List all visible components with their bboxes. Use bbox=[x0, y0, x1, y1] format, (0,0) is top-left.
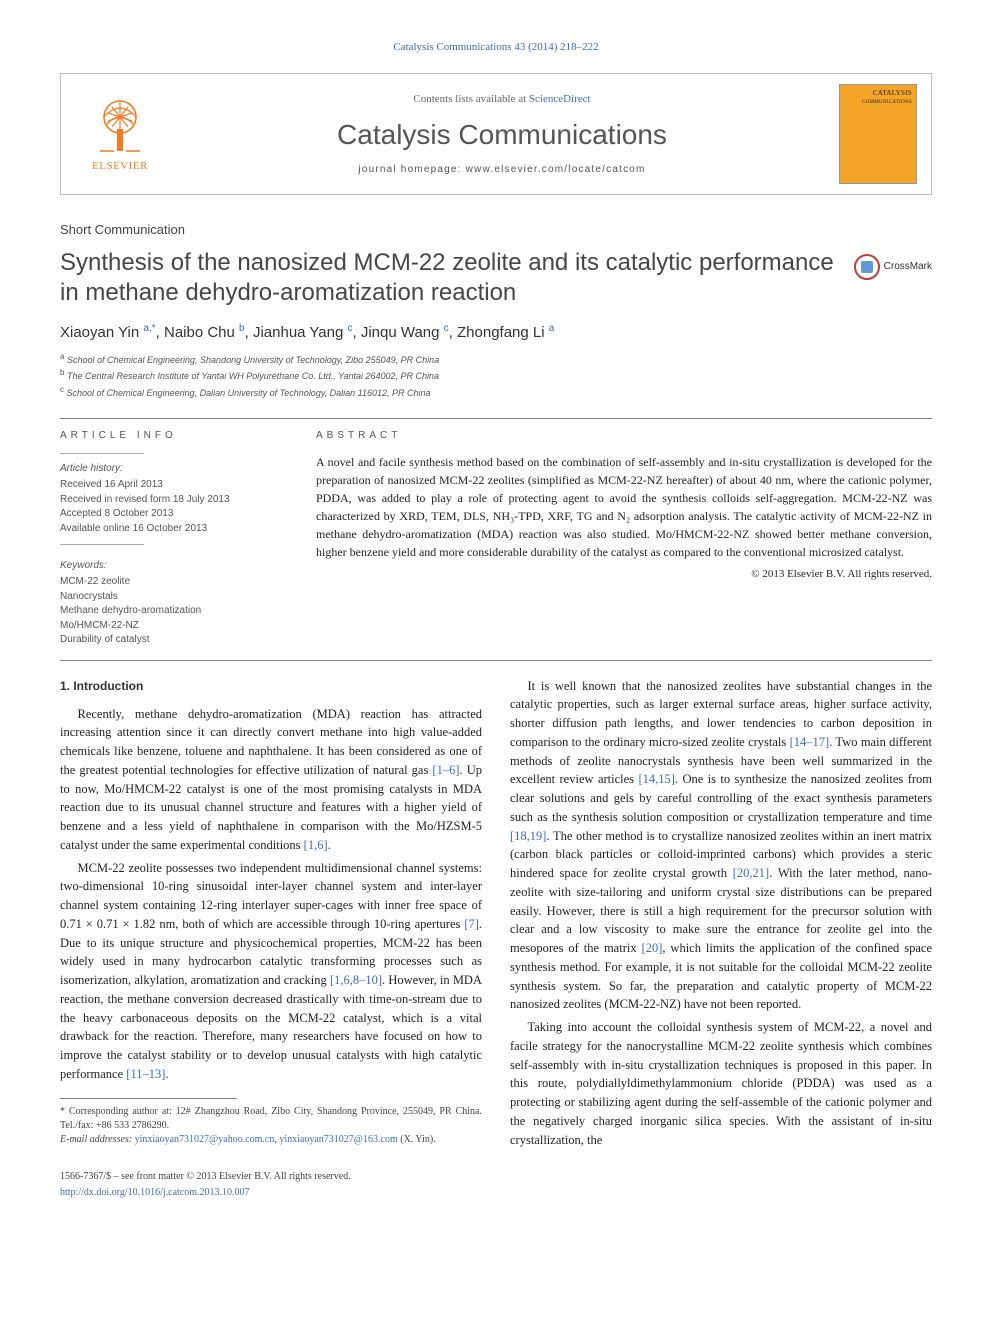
ref-18-19[interactable]: [18,19] bbox=[510, 829, 546, 843]
article-info-block: article info Article history: Received 1… bbox=[60, 429, 280, 648]
keyword-4: Durability of catalyst bbox=[60, 633, 280, 648]
author-4-aff: c bbox=[444, 323, 449, 334]
contents-prefix: Contents lists available at bbox=[413, 93, 528, 105]
article-info-rule bbox=[60, 453, 144, 454]
author-5: Zhongfang Li bbox=[457, 324, 545, 341]
email-label: E-mail addresses: bbox=[60, 1134, 135, 1145]
sciencedirect-link[interactable]: ScienceDirect bbox=[529, 93, 591, 105]
affiliation-a: a School of Chemical Engineering, Shando… bbox=[60, 351, 932, 368]
citation-link[interactable]: Catalysis Communications 43 (2014) 218–2… bbox=[393, 41, 598, 53]
keyword-3: Mo/HMCM-22-NZ bbox=[60, 619, 280, 634]
affiliations: a School of Chemical Engineering, Shando… bbox=[60, 351, 932, 401]
keywords-head: Keywords: bbox=[60, 559, 280, 573]
abstract-copyright: © 2013 Elsevier B.V. All rights reserved… bbox=[316, 567, 932, 582]
keyword-0: MCM-22 zeolite bbox=[60, 575, 280, 590]
crossmark-badge[interactable]: CrossMark bbox=[854, 254, 932, 280]
abstract-heading: abstract bbox=[316, 429, 932, 443]
crossmark-label: CrossMark bbox=[884, 260, 932, 274]
history-revised: Received in revised form 18 July 2013 bbox=[60, 493, 280, 508]
author-5-aff: a bbox=[549, 323, 555, 334]
journal-cover-thumb: CATALYSIS COMMUNICATIONS bbox=[839, 84, 917, 184]
email-2[interactable]: yinxiaoyan731027@163.com bbox=[279, 1134, 397, 1145]
affiliation-c: c School of Chemical Engineering, Dalian… bbox=[60, 384, 932, 401]
ref-14-15[interactable]: [14,15] bbox=[638, 772, 674, 786]
author-2-aff: b bbox=[239, 323, 245, 334]
footnote-rule bbox=[60, 1098, 237, 1099]
body-p3: It is well known that the nanosized zeol… bbox=[510, 677, 932, 1015]
history-online: Available online 16 October 2013 bbox=[60, 522, 280, 537]
rule-bottom bbox=[60, 660, 932, 661]
footnotes-block: * Corresponding author at: 12# Zhangzhou… bbox=[60, 1098, 482, 1147]
authors-line: Xiaoyan Yin a,*, Naibo Chu b, Jianhua Ya… bbox=[60, 322, 932, 343]
publisher-name: ELSEVIER bbox=[92, 159, 148, 174]
email-1[interactable]: yinxiaoyan731027@yahoo.com.cn bbox=[135, 1134, 275, 1145]
contents-available-line: Contents lists available at ScienceDirec… bbox=[165, 92, 839, 107]
doi-link[interactable]: http://dx.doi.org/10.1016/j.catcom.2013.… bbox=[60, 1187, 250, 1198]
ref-20[interactable]: [20] bbox=[642, 941, 663, 955]
affiliation-b: b The Central Research Institute of Yant… bbox=[60, 367, 932, 384]
ref-7[interactable]: [7] bbox=[464, 917, 479, 931]
ref-1-6[interactable]: [1–6] bbox=[432, 763, 459, 777]
ref-1-6-8-10[interactable]: [1,6,8–10] bbox=[330, 973, 382, 987]
journal-homepage: journal homepage: www.elsevier.com/locat… bbox=[165, 163, 839, 177]
corresponding-author-note: * Corresponding author at: 12# Zhangzhou… bbox=[60, 1105, 482, 1133]
ref-14-17[interactable]: [14–17] bbox=[790, 735, 830, 749]
body-columns: 1. Introduction Recently, methane dehydr… bbox=[60, 677, 932, 1150]
keyword-1: Nanocrystals bbox=[60, 590, 280, 605]
article-history-head: Article history: bbox=[60, 462, 280, 476]
author-3-aff: c bbox=[347, 323, 352, 334]
author-1: Xiaoyan Yin bbox=[60, 324, 139, 341]
masthead-center: Contents lists available at ScienceDirec… bbox=[165, 92, 839, 177]
article-title: Synthesis of the nanosized MCM-22 zeolit… bbox=[60, 248, 844, 308]
keywords-rule bbox=[60, 544, 144, 545]
homepage-label: journal homepage: bbox=[358, 164, 465, 175]
author-4: Jinqu Wang bbox=[361, 324, 440, 341]
cover-title: CATALYSIS bbox=[844, 89, 912, 99]
author-2: Naibo Chu bbox=[164, 324, 235, 341]
publisher-logo: ELSEVIER bbox=[75, 84, 165, 184]
ref-11-13[interactable]: [11–13] bbox=[126, 1067, 165, 1081]
elsevier-tree-icon bbox=[90, 95, 150, 155]
keyword-2: Methane dehydro-aromatization bbox=[60, 604, 280, 619]
author-1-corr-mark: ,* bbox=[149, 323, 156, 334]
rule-top bbox=[60, 418, 932, 419]
history-received: Received 16 April 2013 bbox=[60, 478, 280, 493]
footer-block: 1566-7367/$ – see front matter © 2013 El… bbox=[60, 1170, 932, 1200]
section-1-heading: 1. Introduction bbox=[60, 677, 482, 695]
body-p2: MCM-22 zeolite possesses two independent… bbox=[60, 859, 482, 1084]
cover-subtitle: COMMUNICATIONS bbox=[844, 99, 912, 106]
ref-1-6b[interactable]: [1,6] bbox=[304, 838, 328, 852]
abstract-block: abstract A novel and facile synthesis me… bbox=[316, 429, 932, 648]
abstract-text: A novel and facile synthesis method base… bbox=[316, 453, 932, 561]
body-p1: Recently, methane dehydro-aromatization … bbox=[60, 705, 482, 855]
email-line: E-mail addresses: yinxiaoyan731027@yahoo… bbox=[60, 1133, 482, 1147]
email-owner: (X. Yin). bbox=[398, 1134, 436, 1145]
history-accepted: Accepted 8 October 2013 bbox=[60, 507, 280, 522]
citation-header: Catalysis Communications 43 (2014) 218–2… bbox=[60, 40, 932, 55]
masthead: ELSEVIER Contents lists available at Sci… bbox=[60, 73, 932, 195]
ref-20-21[interactable]: [20,21] bbox=[733, 866, 769, 880]
body-p4: Taking into account the colloidal synthe… bbox=[510, 1018, 932, 1149]
journal-name: Catalysis Communications bbox=[165, 115, 839, 154]
article-info-heading: article info bbox=[60, 429, 280, 443]
issn-line: 1566-7367/$ – see front matter © 2013 El… bbox=[60, 1170, 932, 1184]
author-3: Jianhua Yang bbox=[253, 324, 343, 341]
article-type: Short Communication bbox=[60, 221, 932, 239]
crossmark-icon bbox=[854, 254, 880, 280]
homepage-url[interactable]: www.elsevier.com/locate/catcom bbox=[466, 164, 646, 175]
